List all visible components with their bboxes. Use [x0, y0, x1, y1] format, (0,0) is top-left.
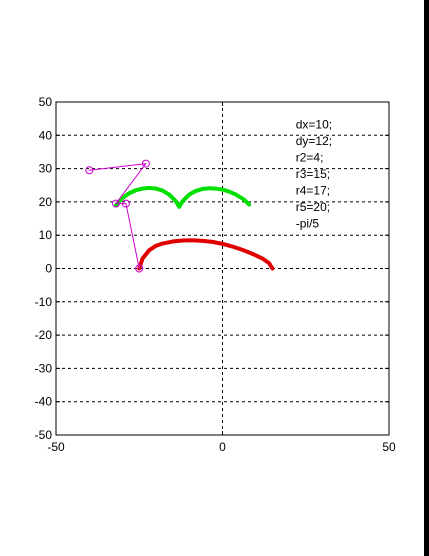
y-tick-label: -20: [35, 328, 53, 342]
x-tick-label: -50: [47, 440, 65, 454]
y-tick-label: -50: [35, 428, 53, 442]
param-annotation: dy=12;: [296, 134, 332, 148]
param-annotation: r5=20;: [296, 200, 330, 214]
series-marker: [85, 166, 94, 175]
series-line-0: [137, 238, 275, 271]
y-tick-label: -40: [35, 395, 53, 409]
series-marker: [111, 199, 120, 208]
y-tick-label: 0: [45, 262, 52, 276]
y-tick-label: 20: [39, 195, 53, 209]
series-line-2: [88, 163, 147, 269]
x-tick-label: 50: [382, 440, 396, 454]
y-tick-label: 50: [39, 95, 53, 109]
series-line-1: [113, 185, 252, 209]
y-tick-label: 40: [39, 128, 53, 142]
window-right-edge: [424, 0, 429, 556]
series-marker: [141, 159, 150, 168]
param-annotation: -pi/5: [296, 217, 320, 231]
y-tick-label: -30: [35, 361, 53, 375]
param-annotation: r4=17;: [296, 184, 330, 198]
y-tick-label: -10: [35, 295, 53, 309]
param-annotation: dx=10;: [296, 118, 332, 132]
y-tick-label: 30: [39, 162, 53, 176]
y-tick-label: 10: [39, 228, 53, 242]
series-marker: [121, 199, 130, 208]
series-marker: [135, 264, 144, 273]
x-tick-label: 0: [219, 440, 226, 454]
param-annotation: r3=15;: [296, 167, 330, 181]
param-annotation: r2=4;: [296, 151, 324, 165]
